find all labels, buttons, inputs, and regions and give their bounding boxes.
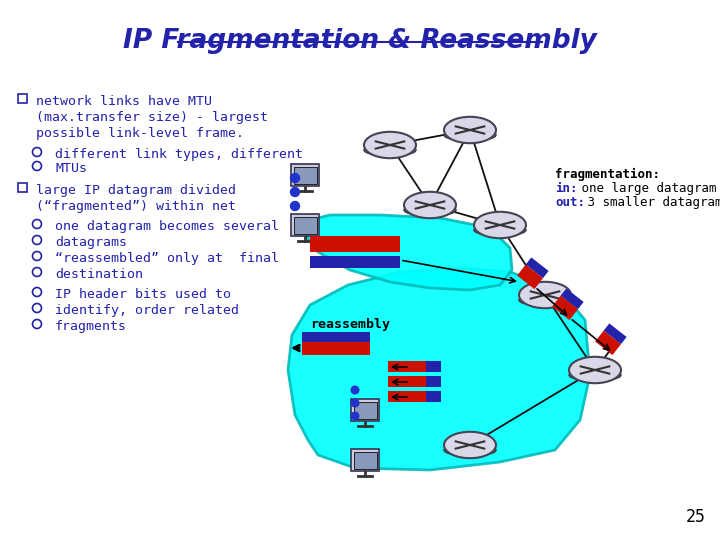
Circle shape: [351, 412, 359, 420]
Text: IP header bits used to: IP header bits used to: [55, 288, 231, 301]
Ellipse shape: [569, 369, 621, 381]
Polygon shape: [288, 268, 590, 470]
Text: reassembly: reassembly: [310, 318, 390, 331]
Text: 3 smaller datagrams: 3 smaller datagrams: [580, 196, 720, 209]
Circle shape: [32, 219, 42, 228]
Circle shape: [351, 386, 359, 394]
Text: network links have MTU: network links have MTU: [36, 95, 212, 108]
Text: (max.transfer size) - largest: (max.transfer size) - largest: [36, 111, 268, 124]
Circle shape: [32, 235, 42, 245]
Ellipse shape: [364, 132, 416, 158]
FancyBboxPatch shape: [351, 399, 379, 421]
FancyBboxPatch shape: [291, 164, 319, 186]
FancyBboxPatch shape: [294, 166, 317, 184]
Ellipse shape: [444, 432, 496, 458]
FancyBboxPatch shape: [291, 214, 319, 236]
FancyBboxPatch shape: [354, 402, 377, 418]
Text: one datagram becomes several: one datagram becomes several: [55, 220, 279, 233]
Circle shape: [290, 201, 300, 211]
Text: possible link-level frame.: possible link-level frame.: [36, 127, 244, 140]
Circle shape: [290, 173, 300, 183]
Bar: [18, 183, 27, 192]
Bar: [426, 391, 441, 402]
Bar: [426, 376, 441, 387]
Text: different link types, different: different link types, different: [55, 148, 303, 161]
Bar: [388, 361, 426, 372]
Text: fragmentation:: fragmentation:: [555, 168, 660, 181]
Ellipse shape: [569, 357, 621, 383]
Bar: [388, 391, 426, 402]
Circle shape: [32, 252, 42, 260]
Circle shape: [32, 303, 42, 313]
Circle shape: [32, 161, 42, 171]
Circle shape: [32, 287, 42, 296]
Circle shape: [290, 187, 300, 197]
Text: IP Fragmentation & Reassembly: IP Fragmentation & Reassembly: [123, 28, 597, 54]
Ellipse shape: [519, 294, 571, 306]
Bar: [595, 330, 621, 355]
Text: out:: out:: [555, 196, 585, 209]
Text: “reassembled” only at  final: “reassembled” only at final: [55, 252, 279, 265]
Bar: [604, 323, 626, 344]
Text: destination: destination: [55, 268, 143, 281]
Ellipse shape: [404, 204, 456, 216]
Text: large IP datagram divided: large IP datagram divided: [36, 184, 236, 197]
Bar: [310, 236, 400, 252]
Polygon shape: [305, 215, 512, 290]
Bar: [552, 295, 578, 320]
Bar: [302, 332, 370, 342]
Bar: [517, 265, 543, 289]
Ellipse shape: [474, 224, 526, 236]
Ellipse shape: [364, 144, 416, 156]
Ellipse shape: [444, 129, 496, 141]
Text: in:: in:: [555, 182, 577, 195]
FancyBboxPatch shape: [354, 451, 377, 469]
Text: one large datagram: one large datagram: [574, 182, 716, 195]
FancyBboxPatch shape: [351, 449, 379, 471]
Text: MTUs: MTUs: [55, 162, 87, 175]
Circle shape: [351, 399, 359, 407]
Bar: [18, 94, 27, 103]
Bar: [310, 256, 400, 268]
Ellipse shape: [519, 282, 571, 308]
Ellipse shape: [444, 117, 496, 143]
Text: identify, order related: identify, order related: [55, 304, 239, 317]
Text: (“fragmented”) within net: (“fragmented”) within net: [36, 200, 236, 213]
Circle shape: [32, 147, 42, 157]
Bar: [526, 258, 549, 278]
Bar: [426, 361, 441, 372]
Bar: [561, 288, 584, 309]
Text: fragments: fragments: [55, 320, 127, 333]
Bar: [302, 342, 370, 355]
Ellipse shape: [474, 212, 526, 238]
Ellipse shape: [404, 192, 456, 218]
Text: datagrams: datagrams: [55, 236, 127, 249]
Ellipse shape: [444, 444, 496, 456]
Circle shape: [32, 320, 42, 328]
Text: 25: 25: [686, 508, 706, 526]
Bar: [388, 376, 426, 387]
Circle shape: [32, 267, 42, 276]
FancyBboxPatch shape: [294, 217, 317, 233]
